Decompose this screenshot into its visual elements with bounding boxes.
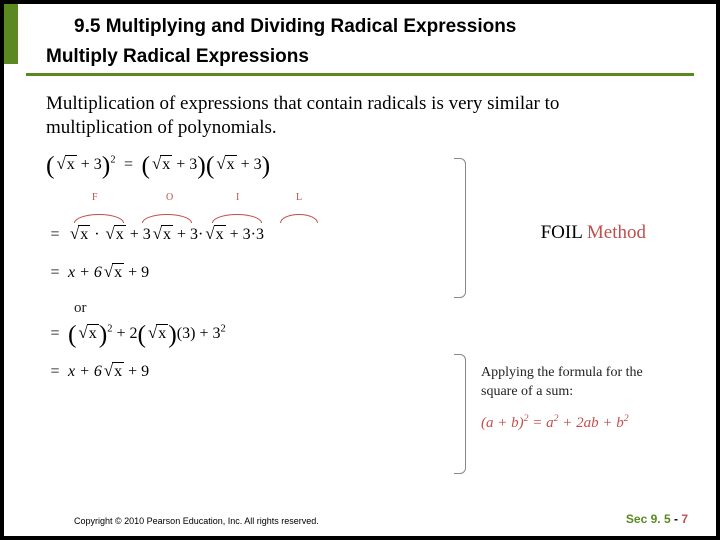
foil-label-i: I (236, 192, 239, 203)
math-line-3: = x + 6x + 9 (46, 262, 446, 290)
slide-subtitle: Multiply Radical Expressions (46, 46, 309, 68)
foil-label-o: O (166, 192, 173, 203)
title-underline (26, 73, 694, 76)
math-derivation: (x + 3)2 = (x + 3)(x + 3) F O I L = x · … (46, 154, 446, 399)
slide-title: 9.5 Multiplying and Dividing Radical Exp… (74, 16, 516, 38)
brace-foil (454, 158, 466, 298)
square-sum-text: Applying the formula for the square of a… (481, 364, 676, 402)
math-line-2: = x · x + 3x + 3·x + 3·3 (46, 224, 446, 252)
accent-bar (4, 4, 18, 64)
square-sum-callout: Applying the formula for the square of a… (481, 364, 676, 433)
page-number: Sec 9. 5 - 7 (626, 512, 688, 526)
foil-arcs (74, 214, 446, 224)
math-line-5: = x + 6x + 9 (46, 361, 446, 389)
math-line-1: (x + 3)2 = (x + 3)(x + 3) (46, 154, 446, 182)
or-separator: or (74, 300, 446, 317)
foil-labels: F O I L (74, 192, 446, 214)
square-sum-formula: (a + b)2 = a2 + 2ab + b2 (481, 412, 676, 433)
foil-label-f: F (92, 192, 98, 203)
math-line-4: = (x)2 + 2(x)(3) + 32 (46, 323, 446, 351)
brace-square (454, 354, 466, 474)
slide: 9.5 Multiplying and Dividing Radical Exp… (4, 4, 716, 536)
foil-method-callout: FOIL Method (541, 222, 646, 244)
intro-text: Multiplication of expressions that conta… (46, 92, 656, 140)
foil-label-l: L (296, 192, 302, 203)
copyright-text: Copyright © 2010 Pearson Education, Inc.… (74, 516, 319, 526)
